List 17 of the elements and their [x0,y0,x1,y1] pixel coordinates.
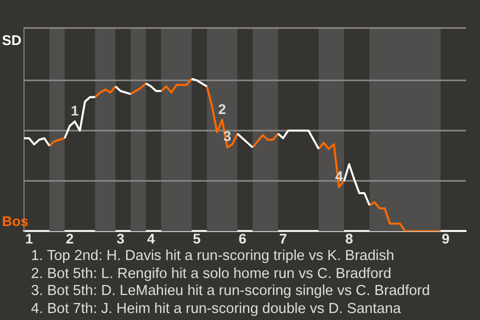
text: 4. Bot 7th: J. Heim hit a run-scoring double vs D. Santana [31,300,402,318]
x-tick-label: 4 [147,230,156,246]
x-tick-label: 5 [192,230,201,246]
text: 2. Bot 5th: L. Rengifo hit a solo home run vs C. Bradford [31,266,392,283]
x-tick-label: 9 [442,230,450,246]
text: 1. Top 2nd: H. Davis hit a run-scoring triple vs K. Bradish [31,248,396,266]
text: SD [2,32,22,48]
x-tick-label: 1 [25,230,34,246]
text: Bos [2,213,29,230]
x-tick-label: 6 [238,230,247,246]
x-tick-label: 7 [279,230,288,246]
text: 3. Bot 5th: D. LeMahieu hit a run-scoring single vs C. Bradford [31,283,431,300]
annotation: 2 [218,100,226,117]
annotation: 1 [70,102,79,118]
x-tick-label: 2 [66,230,74,246]
x-tick-label: 8 [345,230,354,246]
x-tick-label: 3 [116,230,125,246]
